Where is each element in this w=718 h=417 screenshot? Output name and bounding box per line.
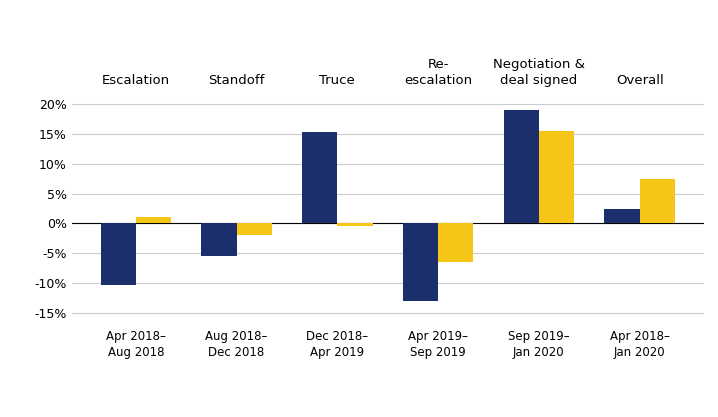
Bar — [403, 224, 438, 301]
Bar — [438, 224, 473, 262]
Text: Overall: Overall — [616, 74, 663, 87]
Bar — [640, 178, 675, 224]
Bar — [605, 208, 640, 224]
Bar — [101, 224, 136, 284]
Text: Truce: Truce — [320, 74, 355, 87]
Text: Negotiation &
deal signed: Negotiation & deal signed — [493, 58, 585, 87]
Bar — [201, 224, 236, 256]
Bar — [136, 218, 171, 224]
Bar — [236, 224, 272, 236]
Bar — [302, 133, 337, 224]
Bar — [337, 224, 373, 226]
Text: Escalation: Escalation — [102, 74, 170, 87]
Bar — [503, 110, 539, 224]
Text: Re-
escalation: Re- escalation — [404, 58, 472, 87]
Bar — [539, 131, 574, 224]
Text: Standoff: Standoff — [208, 74, 265, 87]
